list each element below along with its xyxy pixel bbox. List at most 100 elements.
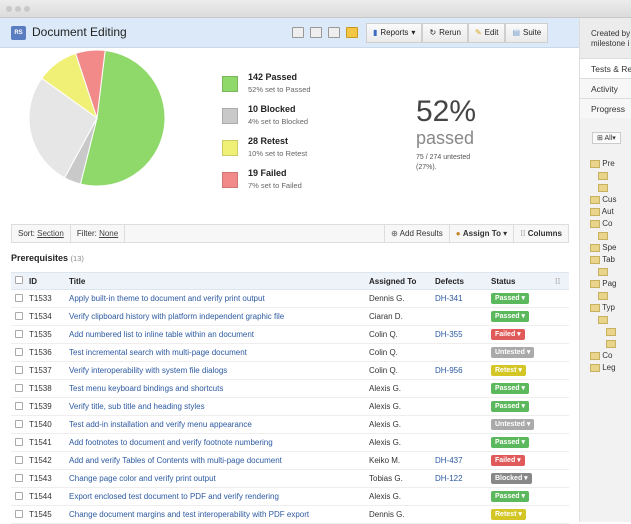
tree-node[interactable]: Pre xyxy=(590,158,631,170)
edit-button[interactable]: ✎ Edit xyxy=(467,23,506,43)
tree-node[interactable] xyxy=(590,290,631,302)
columns-button[interactable]: ⁞⁞ Columns xyxy=(513,225,568,242)
tree-node[interactable]: Co xyxy=(590,350,631,362)
select-all-checkbox[interactable] xyxy=(15,276,23,284)
minimize-window-button[interactable] xyxy=(15,6,21,12)
tree-node[interactable]: Spe xyxy=(590,242,631,254)
reports-button[interactable]: ▮ Reports ▾ xyxy=(366,23,423,43)
status-dropdown[interactable]: Untested ▾ xyxy=(491,347,535,358)
tree-node[interactable]: Pag xyxy=(590,278,631,290)
sort-control[interactable]: Sort: Section xyxy=(12,225,71,242)
test-title-link[interactable]: Add numbered list to inline table within… xyxy=(69,330,254,339)
section-heading: Prerequisites (13) xyxy=(11,253,84,263)
close-window-button[interactable] xyxy=(6,6,12,12)
column-assigned[interactable]: Assigned To xyxy=(369,272,435,290)
tree-node[interactable] xyxy=(590,314,631,326)
tree-node[interactable] xyxy=(590,266,631,278)
tree-node[interactable] xyxy=(590,326,631,338)
row-checkbox[interactable] xyxy=(15,329,23,338)
column-settings-icon[interactable]: ⁞⁞ xyxy=(555,272,569,290)
defect-link[interactable]: DH-341 xyxy=(435,289,491,308)
test-title-link[interactable]: Add footnotes to document and verify foo… xyxy=(69,438,273,447)
row-checkbox[interactable] xyxy=(15,383,23,392)
column-title[interactable]: Title xyxy=(69,272,369,290)
defect-link[interactable] xyxy=(435,487,491,506)
test-title-link[interactable]: Change page color and verify print outpu… xyxy=(69,474,216,483)
zoom-window-button[interactable] xyxy=(24,6,30,12)
column-status[interactable]: Status xyxy=(491,272,555,290)
defect-link[interactable]: DH-956 xyxy=(435,361,491,380)
status-dropdown[interactable]: Passed ▾ xyxy=(491,383,529,394)
tree-node[interactable] xyxy=(590,182,631,194)
print-icon[interactable] xyxy=(328,27,340,38)
row-checkbox[interactable] xyxy=(15,365,23,374)
row-checkbox[interactable] xyxy=(15,347,23,356)
status-dropdown[interactable]: Passed ▾ xyxy=(491,437,529,448)
status-dropdown[interactable]: Retest ▾ xyxy=(491,365,526,376)
column-id[interactable]: ID xyxy=(29,272,69,290)
test-title-link[interactable]: Test menu keyboard bindings and shortcut… xyxy=(69,384,224,393)
row-checkbox[interactable] xyxy=(15,473,23,482)
defect-link[interactable]: DH-355 xyxy=(435,325,491,344)
test-title-link[interactable]: Verify clipboard history with platform i… xyxy=(69,312,285,321)
export-icon[interactable] xyxy=(310,27,322,38)
row-checkbox[interactable] xyxy=(15,491,23,500)
defect-link[interactable]: DH-122 xyxy=(435,469,491,488)
defect-link[interactable] xyxy=(435,433,491,452)
status-dropdown[interactable]: Passed ▾ xyxy=(491,401,529,412)
defect-link[interactable] xyxy=(435,397,491,416)
row-checkbox[interactable] xyxy=(15,437,23,446)
test-title-link[interactable]: Verify interoperability with system file… xyxy=(69,366,228,375)
test-id: T1540 xyxy=(29,415,69,434)
rerun-button[interactable]: ↻ Rerun xyxy=(422,23,468,43)
row-checkbox[interactable] xyxy=(15,455,23,464)
test-title-link[interactable]: Change document margins and test interop… xyxy=(69,510,310,519)
tab-activity[interactable]: Activity xyxy=(580,78,631,98)
test-title-link[interactable]: Verify title, sub title and heading styl… xyxy=(69,402,205,411)
row-checkbox[interactable] xyxy=(15,509,23,518)
add-icon: ⊕ xyxy=(391,229,398,238)
tree-node[interactable]: Typ xyxy=(590,302,631,314)
defect-link[interactable] xyxy=(435,379,491,398)
status-dropdown[interactable]: Passed ▾ xyxy=(491,293,529,304)
status-dropdown[interactable]: Passed ▾ xyxy=(491,491,529,502)
status-dropdown[interactable]: Blocked ▾ xyxy=(491,473,532,484)
tree-node[interactable]: Co xyxy=(590,218,631,230)
email-icon[interactable] xyxy=(292,27,304,38)
tree-node[interactable]: Aut xyxy=(590,206,631,218)
tree-node[interactable] xyxy=(590,170,631,182)
status-dropdown[interactable]: Failed ▾ xyxy=(491,455,525,466)
tree-node[interactable]: Tab xyxy=(590,254,631,266)
defect-link[interactable]: DH-437 xyxy=(435,451,491,470)
assign-to-button[interactable]: ● Assign To ▾ xyxy=(448,225,513,242)
test-title-link[interactable]: Export enclosed test document to PDF and… xyxy=(69,492,279,501)
defect-link[interactable] xyxy=(435,415,491,434)
status-dropdown[interactable]: Untested ▾ xyxy=(491,419,535,430)
row-checkbox[interactable] xyxy=(15,419,23,428)
test-title-link[interactable]: Test add-in installation and verify menu… xyxy=(69,420,252,429)
column-defects[interactable]: Defects xyxy=(435,272,491,290)
status-dropdown[interactable]: Failed ▾ xyxy=(491,329,525,340)
add-results-button[interactable]: ⊕ Add Results xyxy=(384,225,449,242)
row-checkbox[interactable] xyxy=(15,401,23,410)
tree-node[interactable] xyxy=(590,230,631,242)
test-title-link[interactable]: Add and verify Tables of Contents with m… xyxy=(69,456,282,465)
row-checkbox[interactable] xyxy=(15,311,23,320)
defect-link[interactable] xyxy=(435,307,491,326)
tree-node[interactable] xyxy=(590,338,631,350)
suite-button[interactable]: ▤ Suite xyxy=(505,23,549,43)
defect-link[interactable] xyxy=(435,343,491,362)
lock-icon[interactable] xyxy=(346,27,358,38)
tab-tests-results[interactable]: Tests & Results xyxy=(580,58,631,78)
tab-progress[interactable]: Progress xyxy=(580,98,631,118)
defect-link[interactable] xyxy=(435,505,491,524)
test-title-link[interactable]: Test incremental search with multi-page … xyxy=(69,348,247,357)
tree-node[interactable]: Cus xyxy=(590,194,631,206)
test-title-link[interactable]: Apply built-in theme to document and ver… xyxy=(69,294,265,303)
row-checkbox[interactable] xyxy=(15,293,23,302)
tree-filter-dropdown[interactable]: ⊞ All▾ xyxy=(592,132,621,144)
tree-node[interactable]: Leg xyxy=(590,362,631,374)
status-dropdown[interactable]: Retest ▾ xyxy=(491,509,526,520)
filter-control[interactable]: Filter: None xyxy=(71,225,126,242)
status-dropdown[interactable]: Passed ▾ xyxy=(491,311,529,322)
